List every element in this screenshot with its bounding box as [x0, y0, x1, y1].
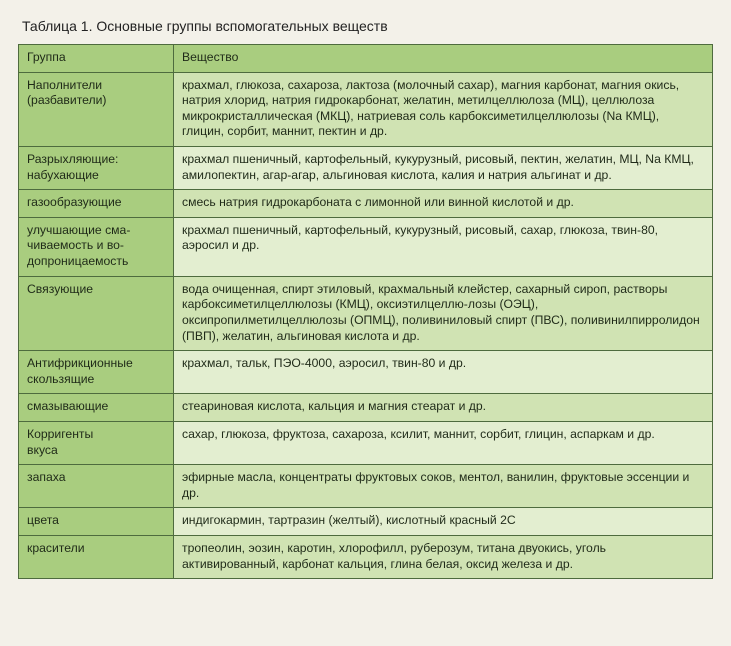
cell-group-corr-smell: запаха — [19, 465, 174, 508]
row-corr-smell: запаха эфирные масла, концентраты фрукто… — [19, 465, 713, 508]
row-disint-gas: газообразующие смесь натрия гидрокарбона… — [19, 190, 713, 218]
cell-group-antifric-glide: Антифрикционныескользящие — [19, 351, 174, 394]
page: Таблица 1. Основные группы вспомогательн… — [0, 0, 731, 646]
cell-subst-binders: вода очищенная, спирт этиловый, крахмаль… — [174, 276, 713, 350]
cell-group-corr-color: цвета — [19, 508, 174, 536]
cell-group-disint-swelling: Разрыхляющие:набухающие — [19, 147, 174, 190]
cell-subst-antifric-lube: стеариновая кислота, кальция и магния ст… — [174, 394, 713, 422]
table-header-row: Группа Вещество — [19, 45, 713, 73]
row-antifric-lube: смазывающие стеариновая кислота, кальция… — [19, 394, 713, 422]
cell-subst-disint-wet: крахмал пшеничный, картофельный, кукуруз… — [174, 217, 713, 276]
row-binders: Связующие вода очищенная, спирт этиловый… — [19, 276, 713, 350]
header-substance: Вещество — [174, 45, 713, 73]
row-antifric-glide: Антифрикционныескользящие крахмал, тальк… — [19, 351, 713, 394]
cell-subst-fillers: крахмал, глюкоза, сахароза, лактоза (мол… — [174, 72, 713, 146]
cell-subst-antifric-glide: крахмал, тальк, ПЭО-4000, аэросил, твин-… — [174, 351, 713, 394]
cell-subst-disint-swelling: крахмал пшеничный, картофельный, кукуруз… — [174, 147, 713, 190]
cell-group-binders: Связующие — [19, 276, 174, 350]
excipients-table: Группа Вещество Наполнители(разбавители)… — [18, 44, 713, 579]
cell-subst-dyes: тропеолин, эозин, каротин, хлорофилл, ру… — [174, 536, 713, 579]
cell-group-corr-taste: Корригентывкуса — [19, 421, 174, 464]
cell-subst-corr-smell: эфирные масла, концентраты фруктовых сок… — [174, 465, 713, 508]
cell-group-antifric-lube: смазывающие — [19, 394, 174, 422]
table-caption: Таблица 1. Основные группы вспомогательн… — [22, 18, 713, 34]
cell-group-disint-wet: улучшающие сма-чиваемость и во-допроница… — [19, 217, 174, 276]
cell-group-disint-gas: газообразующие — [19, 190, 174, 218]
row-corr-color: цвета индигокармин, тартразин (желтый), … — [19, 508, 713, 536]
cell-group-fillers: Наполнители(разбавители) — [19, 72, 174, 146]
cell-subst-corr-taste: сахар, глюкоза, фруктоза, сахароза, ксил… — [174, 421, 713, 464]
cell-group-dyes: красители — [19, 536, 174, 579]
row-disint-wet: улучшающие сма-чиваемость и во-допроница… — [19, 217, 713, 276]
cell-subst-disint-gas: смесь натрия гидрокарбоната с лимонной и… — [174, 190, 713, 218]
row-dyes: красители тропеолин, эозин, каротин, хло… — [19, 536, 713, 579]
cell-subst-corr-color: индигокармин, тартразин (желтый), кислот… — [174, 508, 713, 536]
row-corr-taste: Корригентывкуса сахар, глюкоза, фруктоза… — [19, 421, 713, 464]
header-group: Группа — [19, 45, 174, 73]
row-disint-swelling: Разрыхляющие:набухающие крахмал пшеничны… — [19, 147, 713, 190]
row-fillers: Наполнители(разбавители) крахмал, глюкоз… — [19, 72, 713, 146]
